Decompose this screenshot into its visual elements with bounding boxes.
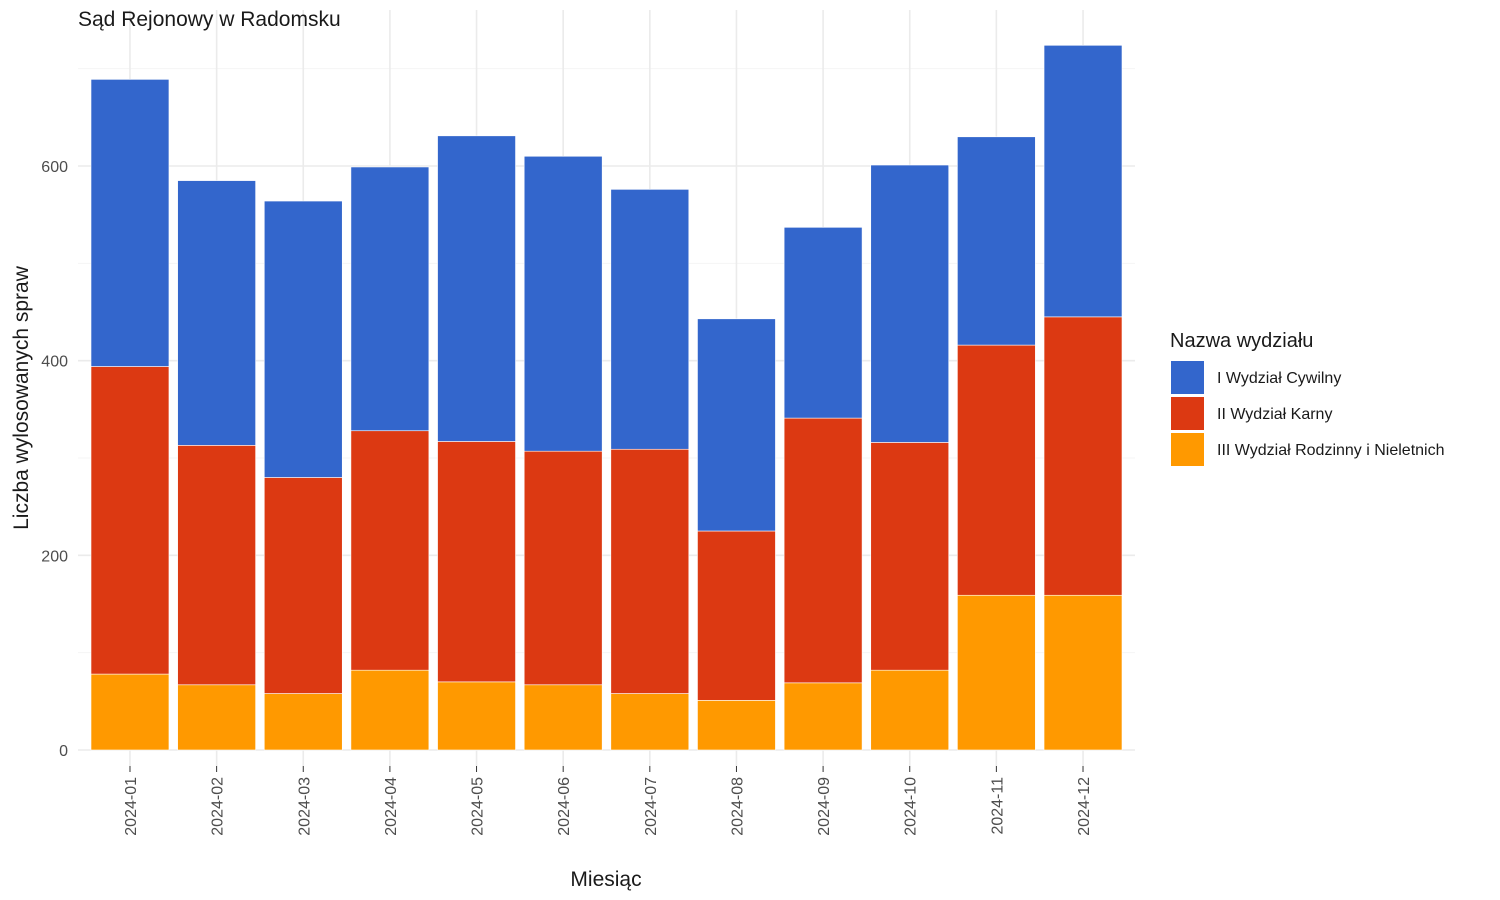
- legend-swatch: [1171, 397, 1204, 430]
- bars: [90, 45, 1123, 751]
- bar-segment: [870, 669, 950, 751]
- bar-segment: [437, 441, 516, 683]
- x-tick-label: 2024-08: [729, 777, 746, 836]
- x-tick-label: 2024-05: [470, 777, 487, 836]
- legend-swatch: [1171, 361, 1204, 394]
- bar-segment: [783, 682, 863, 751]
- bar-segment: [783, 227, 863, 419]
- bar-segment: [523, 450, 603, 686]
- bar-segment: [350, 166, 430, 432]
- bar-segment: [697, 700, 776, 751]
- bar-segment: [957, 136, 1036, 346]
- legend-label: I Wydział Cywilny: [1217, 370, 1341, 387]
- x-tick-label: 2024-07: [643, 777, 660, 836]
- bar-segment: [523, 155, 603, 452]
- legend-label: II Wydział Karny: [1217, 406, 1332, 423]
- legend-label: III Wydział Rodzinny i Nieletnich: [1217, 442, 1445, 459]
- bar-segment: [610, 693, 690, 751]
- x-tick-label: 2024-04: [383, 777, 400, 836]
- y-axis: 0 200 400 600: [41, 159, 68, 760]
- x-axis-title: Miesiąc: [570, 868, 641, 891]
- bar-segment: [90, 366, 170, 675]
- y-tick-label: 600: [41, 159, 68, 176]
- bar-segment: [610, 189, 690, 450]
- x-tick-label: 2024-03: [296, 777, 313, 836]
- bar-segment: [523, 684, 603, 751]
- bar-segment: [177, 445, 256, 686]
- y-tick-label: 200: [41, 548, 68, 565]
- y-axis-title: Liczba wylosowanych spraw: [10, 265, 33, 530]
- bar-segment: [610, 448, 690, 694]
- bar-segment: [263, 693, 343, 751]
- bar-segment: [1043, 45, 1123, 318]
- legend: Nazwa wydziału I Wydział Cywilny II Wydzi…: [1170, 330, 1445, 466]
- bar-segment: [263, 477, 343, 694]
- x-tick-label: 2024-10: [903, 777, 920, 836]
- x-axis: 2024-01 2024-02 2024-03 2024-04 2024-05 2024-…: [123, 766, 1093, 836]
- bar-segment: [350, 430, 430, 671]
- x-tick-label: 2024-01: [123, 777, 140, 836]
- bar-segment: [263, 200, 343, 478]
- bar-segment: [177, 180, 256, 446]
- x-tick-label: 2024-11: [989, 777, 1006, 835]
- legend-swatch: [1171, 433, 1204, 466]
- bar-segment: [437, 135, 516, 442]
- y-tick-label: 0: [59, 743, 68, 760]
- x-tick-label: 2024-09: [816, 777, 833, 836]
- bar-segment: [870, 442, 950, 671]
- bar-segment: [870, 164, 950, 443]
- bar-segment: [350, 669, 430, 751]
- chart-title: Sąd Rejonowy w Radomsku: [78, 8, 341, 31]
- x-tick-label: 2024-06: [556, 777, 573, 836]
- bar-segment: [1043, 594, 1123, 751]
- bar-segment: [697, 530, 776, 701]
- bar-segment: [1043, 316, 1123, 596]
- bar-segment: [957, 594, 1036, 751]
- bar-segment: [437, 681, 516, 751]
- bar-segment: [177, 684, 256, 751]
- bar-segment: [90, 673, 170, 751]
- x-tick-label: 2024-02: [210, 777, 227, 836]
- bar-segment: [90, 79, 170, 367]
- legend-title: Nazwa wydziału: [1170, 330, 1313, 352]
- x-tick-label: 2024-12: [1076, 777, 1093, 836]
- bar-segment: [783, 417, 863, 684]
- bar-segment: [957, 344, 1036, 596]
- y-tick-label: 400: [41, 354, 68, 371]
- bar-segment: [697, 318, 776, 532]
